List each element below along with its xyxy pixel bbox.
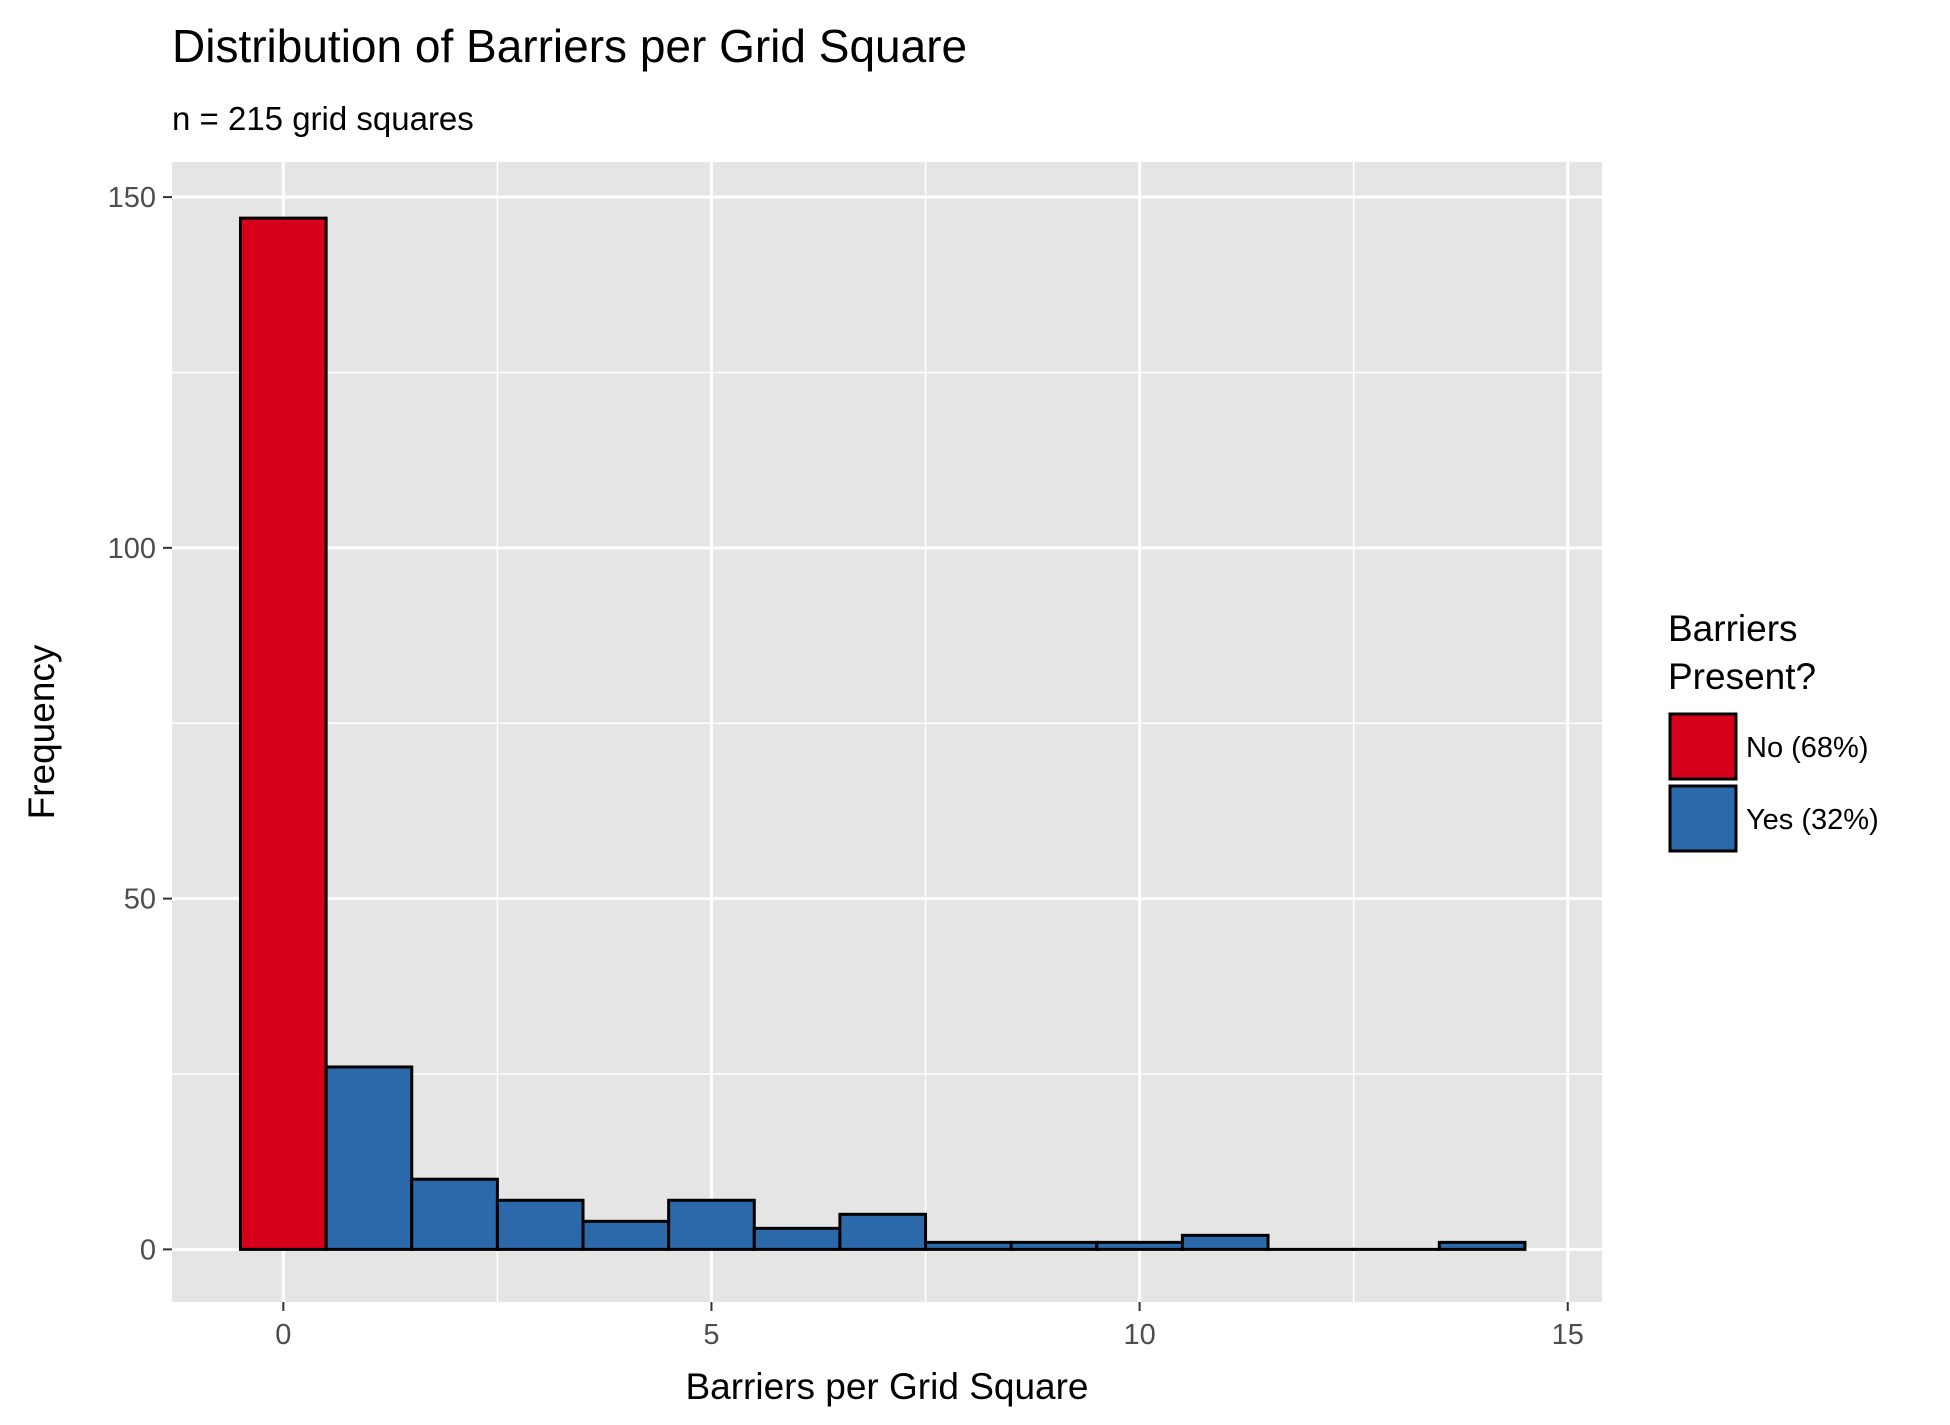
legend: Barriers Present? No (68%) Yes (32%) (1668, 608, 1879, 853)
chart-subtitle: n = 215 grid squares (172, 100, 474, 137)
bar-1 (324, 1065, 414, 1251)
bar-7 (838, 1212, 928, 1251)
bar-0 (239, 216, 328, 1251)
bars (239, 216, 1527, 1251)
y-axis-ticks: 0 50 100 150 (108, 182, 172, 1266)
y-tick-label: 100 (108, 533, 156, 565)
x-tick-label: 15 (1552, 1319, 1584, 1351)
bar-10 (1095, 1240, 1184, 1251)
x-tick-label: 10 (1123, 1319, 1155, 1351)
y-tick-label: 0 (140, 1234, 156, 1266)
bar-2 (410, 1177, 499, 1251)
legend-title-line-1: Barriers (1668, 608, 1798, 649)
x-axis-title: Barriers per Grid Square (685, 1366, 1088, 1407)
bar-9 (1009, 1240, 1099, 1251)
y-tick-label: 150 (108, 182, 156, 214)
y-axis-title: Frequency (21, 644, 62, 819)
bar-4 (581, 1219, 671, 1251)
x-tick-label: 5 (703, 1319, 719, 1351)
bar-14 (1437, 1240, 1527, 1251)
y-tick-label: 50 (124, 884, 156, 916)
legend-label-no: No (68%) (1746, 732, 1869, 764)
x-axis-ticks: 0 5 10 15 (275, 1302, 1584, 1351)
x-tick-label: 0 (275, 1319, 291, 1351)
bar-11 (1180, 1233, 1270, 1251)
legend-label-yes: Yes (32%) (1746, 804, 1879, 836)
bar-5 (667, 1198, 756, 1251)
legend-key-yes (1668, 784, 1738, 853)
bar-8 (924, 1240, 1013, 1251)
chart-title: Distribution of Barriers per Grid Square (172, 20, 967, 72)
legend-title-line-2: Present? (1668, 656, 1816, 697)
bar-3 (495, 1198, 585, 1251)
legend-key-no (1668, 712, 1738, 781)
bar-6 (752, 1226, 842, 1251)
